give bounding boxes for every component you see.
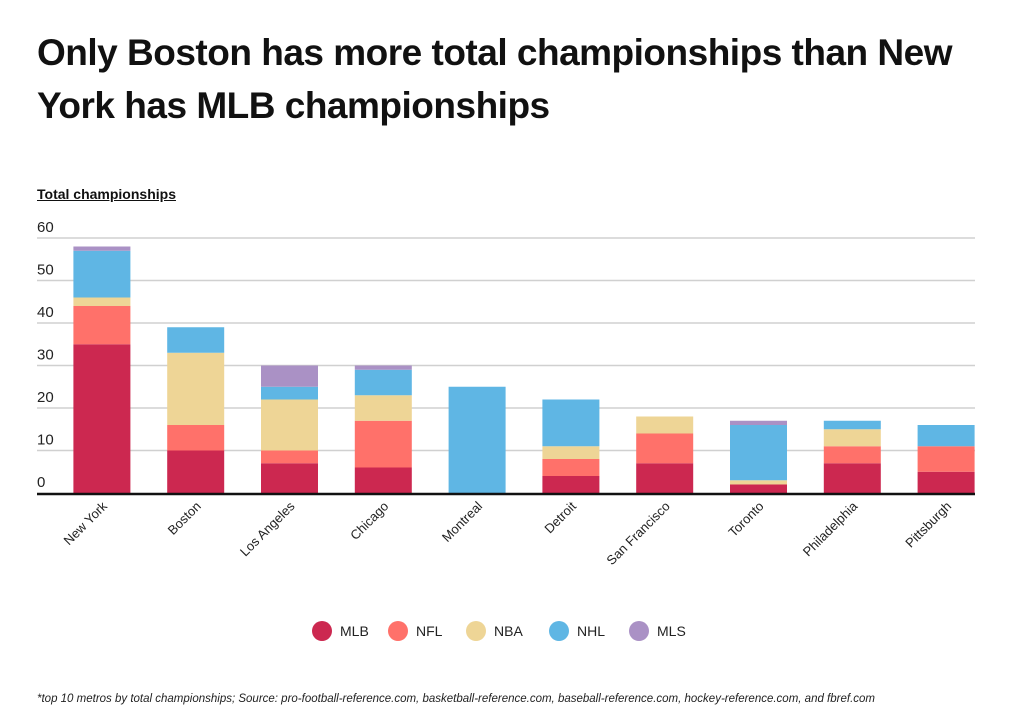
bar-segment-nba xyxy=(354,395,412,421)
x-tick-label: Montreal xyxy=(439,498,485,544)
bar-segment-mlb xyxy=(823,463,881,493)
y-tick-label: 0 xyxy=(37,474,45,491)
bar-segment-nhl xyxy=(730,425,787,481)
bar-segment-nba xyxy=(823,429,881,447)
legend-label: NBA xyxy=(494,623,523,639)
x-tick-label: Pittsburgh xyxy=(902,499,954,551)
x-tick-label: New York xyxy=(61,498,111,548)
bar-segment-mlb xyxy=(73,344,131,493)
bar-segment-nfl xyxy=(542,459,600,476)
y-tick-label: 60 xyxy=(37,219,54,236)
legend-label: NHL xyxy=(577,623,605,639)
bar-segment-mls xyxy=(73,246,131,251)
legend-swatch xyxy=(388,621,408,641)
y-tick-label: 20 xyxy=(37,389,54,406)
bar-segment-nfl xyxy=(354,420,412,468)
source-footnote: *top 10 metros by total championships; S… xyxy=(37,693,875,705)
bar-segment-nba xyxy=(636,416,694,434)
bar-segment-nhl xyxy=(823,420,881,430)
x-tick-label: San Francisco xyxy=(603,499,672,568)
x-tick-label: Los Angeles xyxy=(237,498,298,559)
legend-item-mls: MLS xyxy=(629,621,686,641)
legend-swatch xyxy=(312,621,332,641)
x-tick-label: Philadelphia xyxy=(800,498,861,559)
x-tick-label: Toronto xyxy=(725,499,766,540)
legend-item-mlb: MLB xyxy=(312,621,369,641)
bar-segment-nfl xyxy=(636,433,694,464)
bar-segment-nhl xyxy=(354,369,412,396)
legend-item-nba: NBA xyxy=(466,621,523,641)
bar-segment-nfl xyxy=(917,446,975,472)
bar-segment-mlb xyxy=(917,471,975,493)
y-tick-label: 30 xyxy=(37,347,54,364)
bar-segment-mls xyxy=(354,365,412,370)
bar-segment-nfl xyxy=(167,425,225,451)
bar-segment-nhl xyxy=(917,425,975,447)
bar-segment-mlb xyxy=(167,450,225,493)
legend-item-nfl: NFL xyxy=(388,621,443,641)
y-tick-label: 50 xyxy=(37,262,54,279)
bar-segment-nhl xyxy=(261,386,318,400)
bar-segment-mlb xyxy=(636,463,694,493)
bar-segment-mlb xyxy=(261,463,318,493)
x-tick-label: Boston xyxy=(165,499,204,538)
bar-segment-nba xyxy=(73,297,131,306)
bar-segment-nfl xyxy=(261,450,318,464)
bar-segment-mls xyxy=(730,420,787,425)
y-tick-label: 10 xyxy=(37,432,54,449)
bar-segment-nhl xyxy=(542,399,600,447)
bar-segment-nfl xyxy=(823,446,881,464)
bar-segment-nba xyxy=(730,480,787,485)
y-tick-label: 40 xyxy=(37,304,54,321)
x-tick-label: Detroit xyxy=(541,498,579,536)
legend-swatch xyxy=(629,621,649,641)
bar-segment-mlb xyxy=(542,476,600,493)
bar-segment-mlb xyxy=(354,467,412,493)
bar-segment-nba xyxy=(542,446,600,459)
bar-segment-nba xyxy=(167,352,225,425)
bar-segment-nhl xyxy=(448,386,506,493)
legend-label: NFL xyxy=(416,623,443,639)
legend-label: MLS xyxy=(657,623,686,639)
legend-swatch xyxy=(549,621,569,641)
bar-segment-nhl xyxy=(167,327,225,353)
chart-title: Only Boston has more total championships… xyxy=(37,32,953,126)
legend-swatch xyxy=(466,621,486,641)
bar-segment-mls xyxy=(261,365,318,387)
legend-label: MLB xyxy=(340,623,369,639)
bar-segment-nfl xyxy=(73,306,131,345)
y-axis-label: Total championships xyxy=(37,186,176,202)
bar-segment-nba xyxy=(261,399,318,451)
bar-segment-nhl xyxy=(73,250,131,298)
legend-item-nhl: NHL xyxy=(549,621,605,641)
bar-segment-mlb xyxy=(730,484,787,493)
x-tick-label: Chicago xyxy=(347,499,391,543)
